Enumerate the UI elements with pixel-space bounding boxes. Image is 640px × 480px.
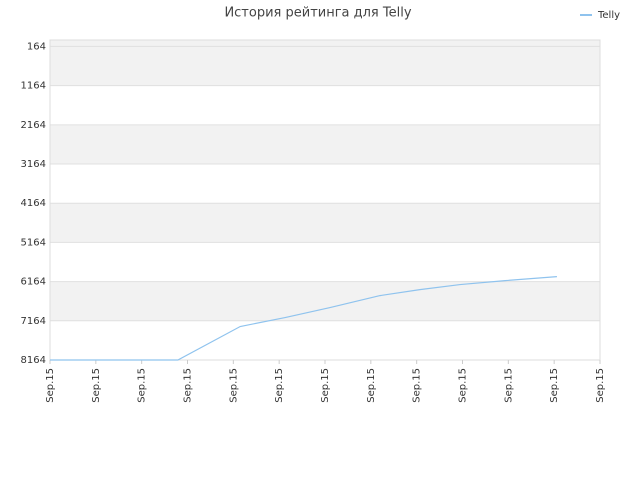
y-tick-label: 3164 xyxy=(21,159,46,170)
x-tick-label: Sep.15 xyxy=(137,368,148,403)
x-tick-label: Sep.15 xyxy=(366,368,377,403)
x-tick-label: Sep.15 xyxy=(458,368,469,403)
series-line xyxy=(50,276,557,361)
grid-band xyxy=(50,281,600,321)
grid-band xyxy=(50,203,600,243)
y-tick-label: 4164 xyxy=(21,198,46,209)
x-tick-label: Sep.15 xyxy=(91,368,102,403)
x-tick-label: Sep.15 xyxy=(503,368,514,403)
grid-band xyxy=(50,124,600,165)
x-tick-label: Sep.15 xyxy=(595,368,606,403)
x-tick-label: Sep.15 xyxy=(549,368,560,403)
grid-band xyxy=(50,40,600,47)
y-tick-label: 8164 xyxy=(21,355,46,366)
x-tick-label: Sep.15 xyxy=(45,368,56,403)
y-tick-label: 5164 xyxy=(21,237,46,248)
chart-title: История рейтинга для Telly xyxy=(224,6,411,21)
x-tick-label: Sep.15 xyxy=(228,368,239,403)
x-tick-label: Sep.15 xyxy=(183,368,194,403)
x-tick-label: Sep.15 xyxy=(412,368,423,403)
y-tick-label: 7164 xyxy=(21,316,46,327)
y-tick-label: 2164 xyxy=(21,120,46,131)
y-tick-label: 1164 xyxy=(21,81,46,92)
grid-band xyxy=(50,46,600,86)
y-tick-label: 6164 xyxy=(21,277,46,288)
y-tick-label: 164 xyxy=(27,41,46,52)
legend-label: Telly xyxy=(597,10,620,21)
x-tick-label: Sep.15 xyxy=(320,368,331,403)
x-tick-label: Sep.15 xyxy=(274,368,285,403)
